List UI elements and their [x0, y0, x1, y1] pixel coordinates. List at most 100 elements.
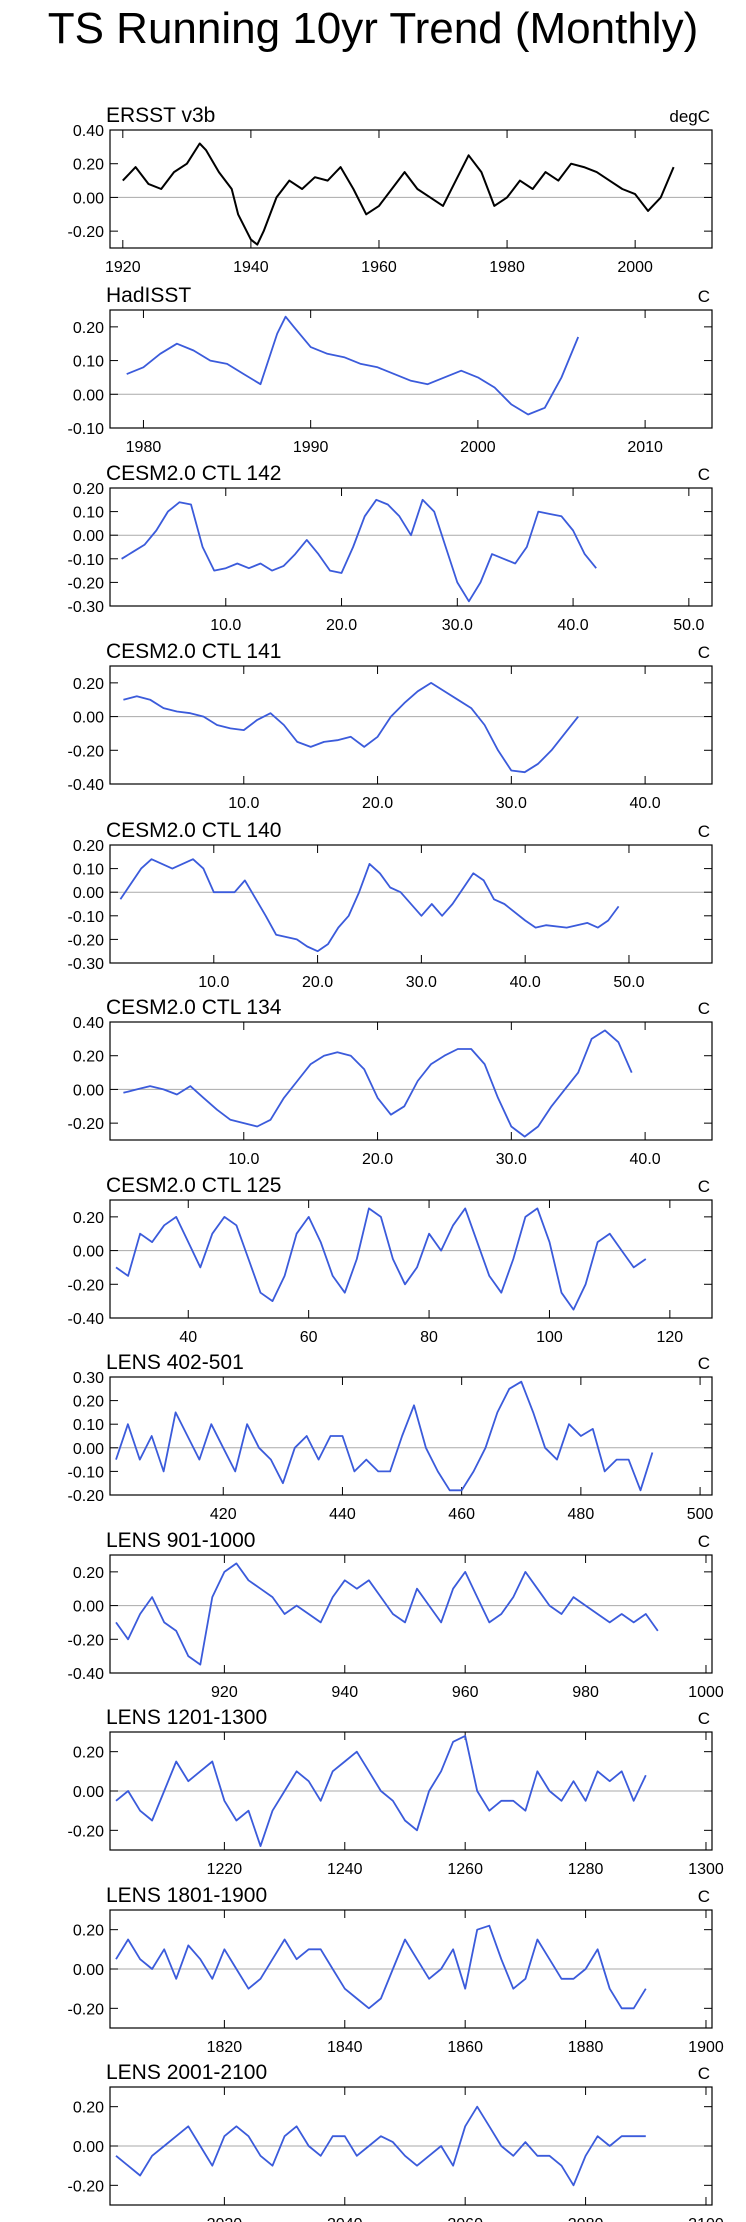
chart-panel-5: CESM2.0 CTL 134 C -0.20 0.00 0.20 0.40 10.0 20.…: [68, 996, 713, 1168]
series-line-0: [115, 2105, 646, 2187]
y-tick-label: -0.20: [68, 743, 105, 760]
chart-units: C: [698, 1354, 710, 1373]
chart-title: LENS 901-1000: [106, 1529, 255, 1552]
x-tick-label: 40.0: [510, 974, 541, 991]
chart-units: C: [698, 2064, 710, 2083]
chart-title: CESM2.0 CTL 142: [106, 462, 281, 485]
x-tick-label: 40: [179, 1329, 197, 1346]
y-tick-label: 0.00: [73, 190, 104, 207]
x-tick-label: 460: [448, 1506, 475, 1523]
chart-panel-6: CESM2.0 CTL 125 C -0.40 -0.20 0.00 0.20 40 60 80…: [68, 1174, 713, 1346]
x-tick-label: 980: [572, 1684, 599, 1701]
plot-frame: [109, 309, 713, 429]
x-tick-label: 10.0: [228, 1151, 259, 1168]
plot-frame: [109, 1731, 713, 1851]
series-line-0: [123, 682, 579, 774]
chart-title: CESM2.0 CTL 125: [106, 1174, 281, 1197]
x-tick-label: 60: [300, 1329, 318, 1346]
plot-frame: [109, 1554, 713, 1674]
chart-units: C: [698, 822, 710, 841]
x-tick-label: 50.0: [673, 617, 704, 634]
series-line-0: [122, 142, 675, 246]
x-tick-label: 480: [568, 1506, 595, 1523]
x-tick-label: 10.0: [210, 617, 241, 634]
x-tick-label: 1900: [688, 2039, 724, 2056]
chart-panel-2: CESM2.0 CTL 142 C -0.30 -0.20 -0.10 0.00 0.10 0…: [68, 462, 713, 634]
x-tick-label: 2020: [207, 2216, 243, 2222]
y-tick-label: 0.40: [73, 123, 104, 140]
y-tick-label: 0.10: [73, 354, 104, 371]
x-tick-label: 2000: [460, 439, 496, 456]
y-tick-label: 0.00: [73, 885, 104, 902]
plot-frame: [109, 1376, 713, 1496]
y-tick-label: 0.00: [73, 1441, 104, 1458]
x-tick-label: 30.0: [496, 1151, 527, 1168]
x-tick-label: 100: [536, 1329, 563, 1346]
x-tick-label: 1300: [688, 1861, 724, 1878]
x-tick-label: 2100: [688, 2216, 724, 2222]
y-tick-label: 0.20: [73, 481, 104, 498]
x-tick-label: 1240: [327, 1861, 363, 1878]
chart-title: LENS 1201-1300: [106, 1706, 267, 1729]
chart-panel-0: ERSST v3b degC -0.20 0.00 0.20 0.40 1920 1940 19…: [68, 104, 713, 276]
x-tick-label: 20.0: [362, 795, 393, 812]
x-tick-label: 1260: [447, 1861, 483, 1878]
y-tick-label: 0.10: [73, 505, 104, 522]
x-tick-label: 1940: [233, 259, 269, 276]
series-line-0: [115, 1562, 659, 1666]
y-tick-label: 0.20: [73, 838, 104, 855]
plot-frame: [109, 844, 713, 964]
x-tick-label: 40.0: [630, 795, 661, 812]
y-tick-label: 0.00: [73, 2139, 104, 2156]
y-tick-label: 0.00: [73, 1599, 104, 1616]
x-tick-label: 1000: [688, 1684, 724, 1701]
x-tick-label: 30.0: [496, 795, 527, 812]
y-tick-label: -0.20: [68, 1632, 105, 1649]
y-tick-label: 0.10: [73, 1417, 104, 1434]
plot-frame: [109, 665, 713, 785]
plot-frame: [109, 1199, 713, 1319]
chart-title: LENS 402-501: [106, 1351, 244, 1374]
chart-title: ERSST v3b: [106, 104, 215, 127]
series-line-0: [121, 498, 597, 603]
chart-units: C: [698, 465, 710, 484]
x-tick-label: 50.0: [613, 974, 644, 991]
y-tick-label: 0.00: [73, 1082, 104, 1099]
x-tick-label: 500: [687, 1506, 714, 1523]
chart-panel-3: CESM2.0 CTL 141 C -0.40 -0.20 0.00 0.20 10.0 20…: [68, 640, 713, 812]
x-tick-label: 40.0: [630, 1151, 661, 1168]
y-tick-label: 0.20: [73, 1394, 104, 1411]
y-tick-label: -0.20: [68, 1823, 105, 1840]
series-line-0: [115, 1380, 654, 1492]
y-tick-label: -0.10: [68, 909, 105, 926]
chart-units: C: [698, 1177, 710, 1196]
x-tick-label: 30.0: [442, 617, 473, 634]
series-line-0: [115, 1735, 647, 1847]
series-line-0: [115, 1924, 647, 2010]
y-tick-label: 0.30: [73, 1370, 104, 1387]
y-tick-label: 0.00: [73, 1962, 104, 1979]
chart-title: LENS 1801-1900: [106, 1884, 267, 1907]
x-tick-label: 1980: [126, 439, 162, 456]
chart-units: C: [698, 1887, 710, 1906]
y-tick-label: 0.40: [73, 1015, 104, 1032]
plot-frame: [109, 129, 713, 249]
y-tick-label: 0.20: [73, 1049, 104, 1066]
chart-title: CESM2.0 CTL 140: [106, 819, 281, 842]
y-tick-label: -0.30: [68, 956, 105, 973]
plot-frame: [109, 2086, 713, 2206]
chart-units: C: [698, 643, 710, 662]
plot-frame: [109, 487, 713, 607]
x-tick-label: 10.0: [228, 795, 259, 812]
series-line-0: [119, 858, 620, 953]
y-tick-label: 0.20: [73, 1923, 104, 1940]
chart-panel-10: LENS 1801-1900 C -0.20 0.00 0.20 1820 1840 1860…: [68, 1884, 724, 2056]
y-tick-label: 0.10: [73, 862, 104, 879]
x-tick-label: 20.0: [302, 974, 333, 991]
chart-panel-1: HadISST C -0.10 0.00 0.10 0.20 1980 1990 2000 201…: [68, 284, 713, 456]
chart-units: C: [698, 287, 710, 306]
x-tick-label: 120: [657, 1329, 684, 1346]
